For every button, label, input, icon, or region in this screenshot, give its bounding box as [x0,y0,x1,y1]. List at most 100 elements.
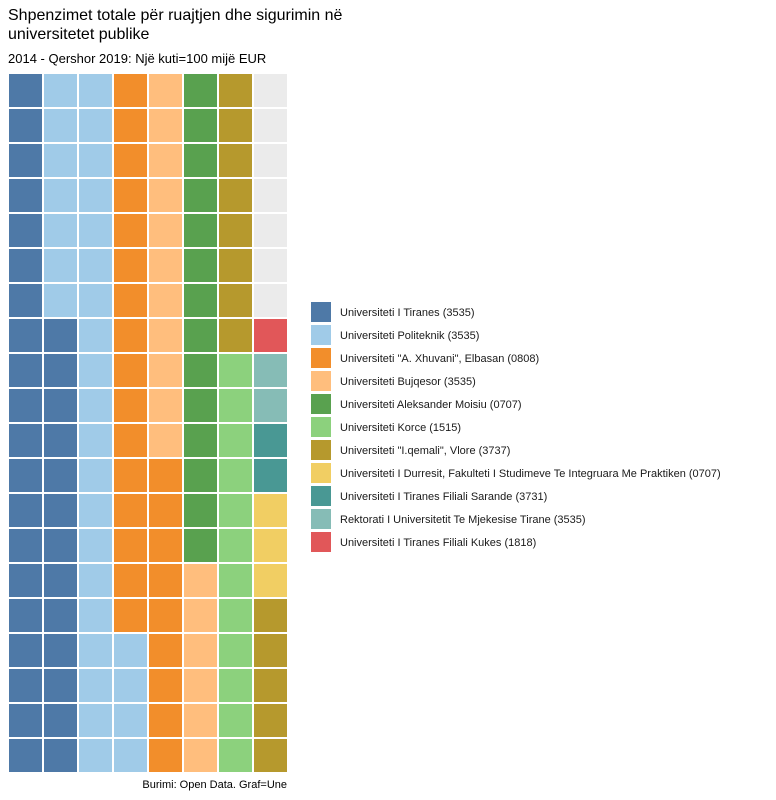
waffle-cell [217,632,254,669]
waffle-cell [182,422,219,459]
waffle-cell [217,457,254,494]
waffle-cell [42,632,79,669]
waffle-cell [217,737,254,774]
waffle-cell [7,317,44,354]
waffle-cell [147,597,184,634]
waffle-cell [7,632,44,669]
waffle-cell [252,667,289,704]
waffle-cell [147,457,184,494]
legend-key [311,417,331,437]
waffle-cell [77,142,114,179]
waffle-cell [112,597,149,634]
empty-cell [252,212,289,249]
waffle-cell [7,562,44,599]
waffle-cell [42,422,79,459]
waffle-cell [42,247,79,284]
legend-label: Universiteti "I.qemali", Vlore (3737) [340,445,510,457]
waffle-cell [112,562,149,599]
waffle-cell [7,387,44,424]
waffle-cell [112,667,149,704]
waffle-cell [147,352,184,389]
waffle-cell [147,212,184,249]
waffle-cell [42,107,79,144]
waffle-cell [182,597,219,634]
waffle-cell [217,142,254,179]
empty-cell [252,72,289,109]
waffle-cell [7,492,44,529]
legend-label: Rektorati I Universitetit Te Mjekesise T… [340,514,586,526]
waffle-cell [182,562,219,599]
waffle-cell [147,492,184,529]
waffle-cell [217,667,254,704]
waffle-cell [42,527,79,564]
empty-cell [252,247,289,284]
waffle-cell [182,667,219,704]
waffle-cell [252,597,289,634]
waffle-cell [77,492,114,529]
empty-cell [252,142,289,179]
waffle-cell [182,317,219,354]
waffle-cell [77,632,114,669]
waffle-cell [147,282,184,319]
waffle-cell [217,352,254,389]
waffle-cell [147,667,184,704]
waffle-cell [147,422,184,459]
waffle-cell [182,247,219,284]
waffle-cell [77,177,114,214]
waffle-cell [112,632,149,669]
waffle-cell [217,492,254,529]
waffle-cell [77,387,114,424]
waffle-cell [217,177,254,214]
waffle-cell [112,142,149,179]
waffle-cell [182,142,219,179]
legend-label: Universiteti Bujqesor (3535) [340,376,476,388]
waffle-cell [77,667,114,704]
waffle-cell [147,737,184,774]
waffle-cell [217,702,254,739]
waffle-cell [217,247,254,284]
waffle-cell [252,352,289,389]
legend-label: Universiteti Aleksander Moisiu (0707) [340,399,522,411]
waffle-cell [147,702,184,739]
waffle-cell [147,107,184,144]
waffle-cell [147,387,184,424]
waffle-cell [42,457,79,494]
waffle-cell [182,492,219,529]
waffle-cell [7,737,44,774]
waffle-cell [7,527,44,564]
waffle-cell [42,597,79,634]
waffle-cell [112,212,149,249]
legend-key [311,325,331,345]
legend-key [311,348,331,368]
legend-label: Universiteti I Tiranes Filiali Sarande (… [340,491,547,503]
legend-label: Universiteti I Durresit, Fakulteti I Stu… [340,468,721,480]
waffle-cell [42,317,79,354]
waffle-cell [7,352,44,389]
waffle-cell [42,282,79,319]
caption: Burimi: Open Data. Graf=Une [142,779,287,791]
waffle-cell [42,667,79,704]
waffle-cell [77,702,114,739]
legend-key [311,440,331,460]
legend-label: Universiteti Korce (1515) [340,422,461,434]
waffle-cell [7,177,44,214]
waffle-cell [77,597,114,634]
waffle-cell [77,737,114,774]
legend-key [311,302,331,322]
waffle-cell [42,562,79,599]
waffle-cell [147,527,184,564]
waffle-cell [217,212,254,249]
waffle-cell [42,212,79,249]
waffle-cell [252,737,289,774]
waffle-cell [42,177,79,214]
waffle-cell [7,702,44,739]
chart-title: Shpenzimet totale për ruajtjen dhe sigur… [8,7,343,43]
waffle-cell [217,562,254,599]
legend-key [311,509,331,529]
waffle-cell [252,562,289,599]
waffle-cell [77,282,114,319]
waffle-cell [42,737,79,774]
legend-label: Universiteti "A. Xhuvani", Elbasan (0808… [340,353,539,365]
waffle-cell [217,422,254,459]
